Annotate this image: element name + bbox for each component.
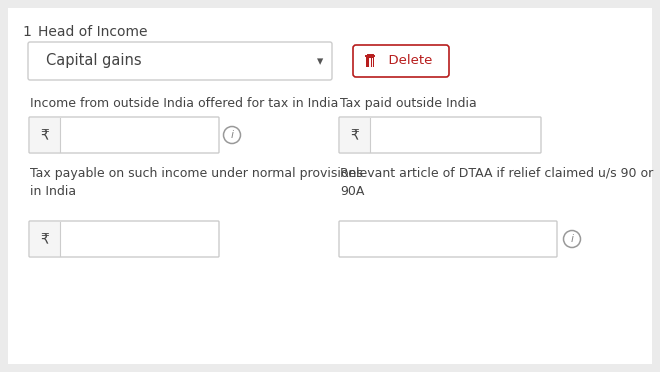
Text: i: i bbox=[230, 131, 234, 141]
FancyBboxPatch shape bbox=[29, 221, 219, 257]
Text: i: i bbox=[570, 234, 574, 244]
Text: Delete: Delete bbox=[380, 55, 432, 67]
Text: Capital gains: Capital gains bbox=[46, 54, 142, 68]
FancyBboxPatch shape bbox=[339, 221, 557, 257]
Text: Tax paid outside India: Tax paid outside India bbox=[340, 97, 477, 110]
Text: Relevant article of DTAA if relief claimed u/s 90 or
90A: Relevant article of DTAA if relief claim… bbox=[340, 167, 653, 198]
Text: Tax payable on such income under normal provisions
in India: Tax payable on such income under normal … bbox=[30, 167, 363, 198]
FancyBboxPatch shape bbox=[29, 117, 219, 153]
FancyBboxPatch shape bbox=[340, 118, 370, 152]
FancyBboxPatch shape bbox=[30, 118, 60, 152]
FancyBboxPatch shape bbox=[353, 45, 449, 77]
Text: Head of Income: Head of Income bbox=[38, 25, 147, 39]
Text: ▾: ▾ bbox=[317, 55, 323, 68]
Text: Income from outside India offered for tax in India: Income from outside India offered for ta… bbox=[30, 97, 339, 110]
Text: ₹: ₹ bbox=[41, 232, 50, 246]
Text: ₹: ₹ bbox=[41, 128, 50, 142]
FancyBboxPatch shape bbox=[8, 8, 652, 364]
FancyBboxPatch shape bbox=[339, 117, 541, 153]
Text: ₹: ₹ bbox=[350, 128, 360, 142]
FancyBboxPatch shape bbox=[28, 42, 332, 80]
Text: 1: 1 bbox=[22, 25, 31, 39]
FancyBboxPatch shape bbox=[366, 57, 374, 67]
FancyBboxPatch shape bbox=[30, 222, 60, 256]
